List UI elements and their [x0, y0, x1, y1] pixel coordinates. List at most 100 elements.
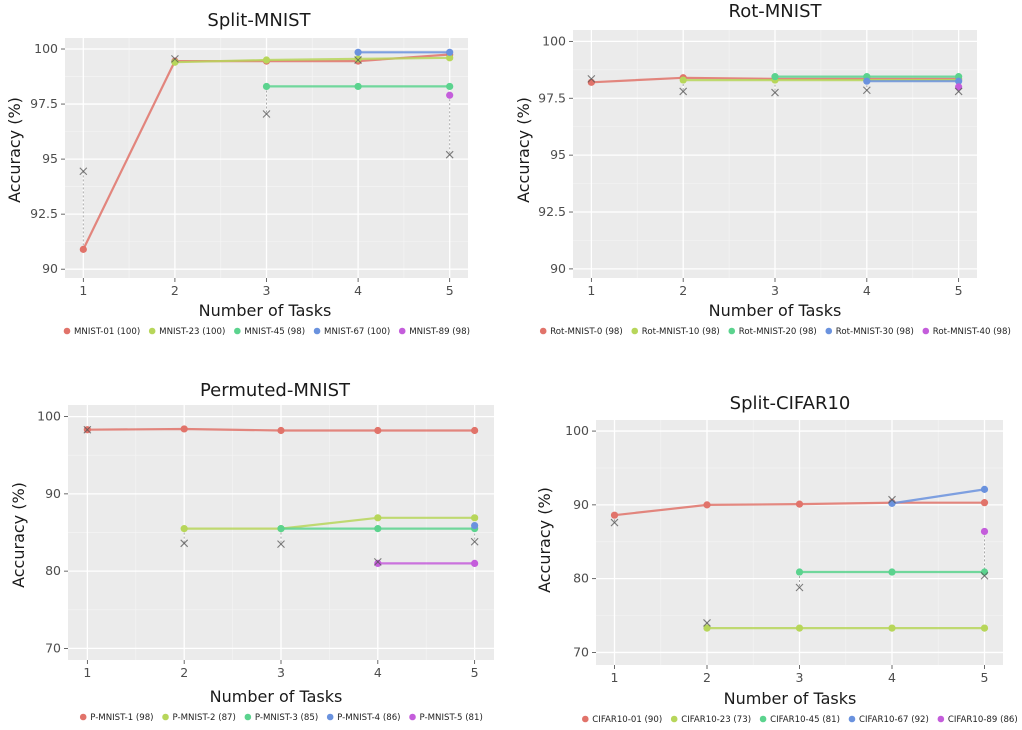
legend-swatch — [313, 327, 321, 335]
legend: MNIST-01 (100) MNIST-23 (100) MNIST-45 (98… — [63, 327, 470, 337]
legend-swatch — [759, 715, 767, 723]
legend-item: MNIST-67 (100) — [313, 327, 390, 337]
data-point — [262, 82, 271, 91]
y-axis-label: Accuracy (%) — [5, 97, 24, 203]
baseline-marker — [703, 619, 711, 627]
legend-item: P-MNIST-5 (81) — [409, 713, 483, 723]
data-point — [955, 77, 963, 85]
legend-swatch — [631, 327, 639, 335]
legend-item: Rot-MNIST-30 (98) — [825, 327, 914, 337]
chart-panel: 70 80 90 100 1 2 3 4 5 Permuted-MNIST Number of Ta… — [9, 380, 494, 723]
legend-swatch — [937, 715, 945, 723]
x-tick-label: 4 — [888, 670, 896, 685]
series — [471, 521, 479, 530]
legend-label: P-MNIST-1 (98) — [90, 713, 153, 723]
data-point — [374, 426, 382, 435]
x-tick-label: 4 — [354, 283, 362, 298]
y-tick-label: 70 — [45, 640, 61, 655]
x-tick-label: 1 — [587, 283, 595, 298]
legend: Rot-MNIST-0 (98) Rot-MNIST-10 (98) Rot-MNI… — [539, 327, 1011, 337]
data-point — [180, 525, 188, 533]
data-point — [795, 500, 804, 508]
baseline-marker — [795, 583, 804, 592]
data-point — [171, 58, 179, 66]
chart-panel: 90 92.5 95 97.5 100 1 2 3 4 5 Rot-MNIST Number of T… — [514, 1, 1011, 337]
chart-panel: 70 80 90 100 1 2 3 4 5 Split-CIFAR10 Number of Tas… — [535, 393, 1018, 725]
marker-stroke — [888, 495, 896, 504]
data-point — [771, 73, 779, 81]
x-tick-label: 2 — [703, 670, 711, 685]
legend-item: MNIST-23 (100) — [148, 327, 225, 337]
x-tick-label: 3 — [796, 670, 804, 685]
legend-item: CIFAR10-23 (73) — [670, 715, 751, 725]
y-axis-label: Accuracy (%) — [535, 487, 554, 593]
chart-title: Permuted-MNIST — [200, 380, 351, 401]
legend-label: P-MNIST-2 (87) — [173, 713, 236, 723]
legend-swatch — [825, 327, 833, 335]
legend-swatch — [670, 715, 678, 723]
marker-stroke — [262, 110, 271, 118]
legend-label: P-MNIST-5 (81) — [420, 713, 483, 723]
y-tick-label: 100 — [34, 41, 58, 56]
x-tick-label: 1 — [83, 665, 91, 680]
x-tick-label: 5 — [471, 665, 479, 680]
series-line — [174, 56, 450, 64]
legend-swatch — [234, 327, 241, 335]
legend-item: MNIST-01 (100) — [63, 327, 140, 337]
legend-item: MNIST-45 (98) — [234, 327, 305, 337]
data-point — [446, 82, 454, 91]
legend-swatch — [398, 327, 406, 335]
data-point — [277, 426, 285, 435]
marker-stroke — [862, 86, 871, 95]
marker-stroke — [980, 571, 989, 580]
legend-swatch — [582, 715, 589, 723]
x-axis-label: Number of Tasks — [210, 687, 343, 706]
series-line — [184, 516, 475, 530]
y-tick-label: 90 — [573, 497, 589, 512]
legend: P-MNIST-1 (98) P-MNIST-2 (87) P-MNIST-3 (8… — [79, 713, 483, 723]
x-tick-label: 2 — [180, 665, 188, 680]
y-tick-label: 100 — [542, 33, 566, 48]
x-tick-label: 3 — [263, 283, 271, 298]
data-point — [79, 245, 87, 253]
x-tick-label: 4 — [374, 665, 382, 680]
marker-stroke — [703, 619, 711, 627]
x-axis-label: Number of Tasks — [724, 689, 857, 708]
baseline-marker — [277, 540, 285, 548]
x-tick-label: 5 — [981, 670, 989, 685]
baseline-marker — [470, 537, 479, 546]
baseline-marker — [862, 86, 871, 95]
y-tick-label: 97.5 — [538, 90, 566, 105]
data-point — [888, 624, 896, 632]
series — [888, 485, 989, 507]
x-tick-label: 1 — [79, 283, 87, 298]
x-tick-label: 5 — [446, 283, 454, 298]
y-tick-label: 90 — [45, 486, 61, 501]
marker-stroke — [679, 87, 688, 96]
legend-swatch — [848, 715, 856, 723]
x-tick-label: 2 — [171, 283, 179, 298]
baseline-marker — [171, 55, 179, 63]
data-point — [980, 527, 989, 536]
x-axis-label: Number of Tasks — [199, 301, 332, 320]
data-point — [471, 426, 479, 435]
baseline-marker — [83, 425, 92, 434]
data-point — [679, 76, 687, 84]
data-point — [277, 525, 285, 533]
baseline-marker — [445, 150, 454, 159]
y-tick-label: 92.5 — [538, 204, 566, 219]
legend-swatch — [922, 327, 930, 335]
data-point — [795, 568, 804, 576]
marker-stroke — [354, 56, 362, 64]
y-axis-label: Accuracy (%) — [9, 482, 28, 588]
legend-label: CIFAR10-23 (73) — [681, 715, 751, 725]
legend-label: MNIST-45 (98) — [244, 327, 305, 337]
y-tick-label: 80 — [45, 563, 61, 578]
x-axis-label: Number of Tasks — [709, 301, 842, 320]
legend-swatch — [63, 327, 71, 335]
legend-item: P-MNIST-3 (85) — [244, 713, 318, 723]
x-tick-label: 3 — [771, 283, 779, 298]
baseline-marker — [679, 87, 688, 96]
legend-label: Rot-MNIST-10 (98) — [642, 327, 720, 337]
